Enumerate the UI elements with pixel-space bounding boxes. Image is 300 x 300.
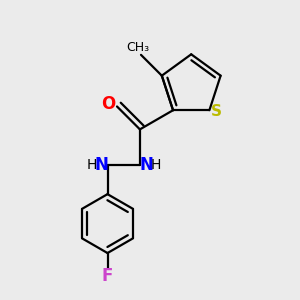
Text: CH₃: CH₃ xyxy=(127,41,150,54)
Text: S: S xyxy=(211,104,222,119)
Text: F: F xyxy=(102,267,113,285)
Text: O: O xyxy=(101,94,115,112)
Text: N: N xyxy=(140,156,153,174)
Text: H: H xyxy=(151,158,161,172)
Text: H: H xyxy=(86,158,97,172)
Text: N: N xyxy=(94,156,108,174)
